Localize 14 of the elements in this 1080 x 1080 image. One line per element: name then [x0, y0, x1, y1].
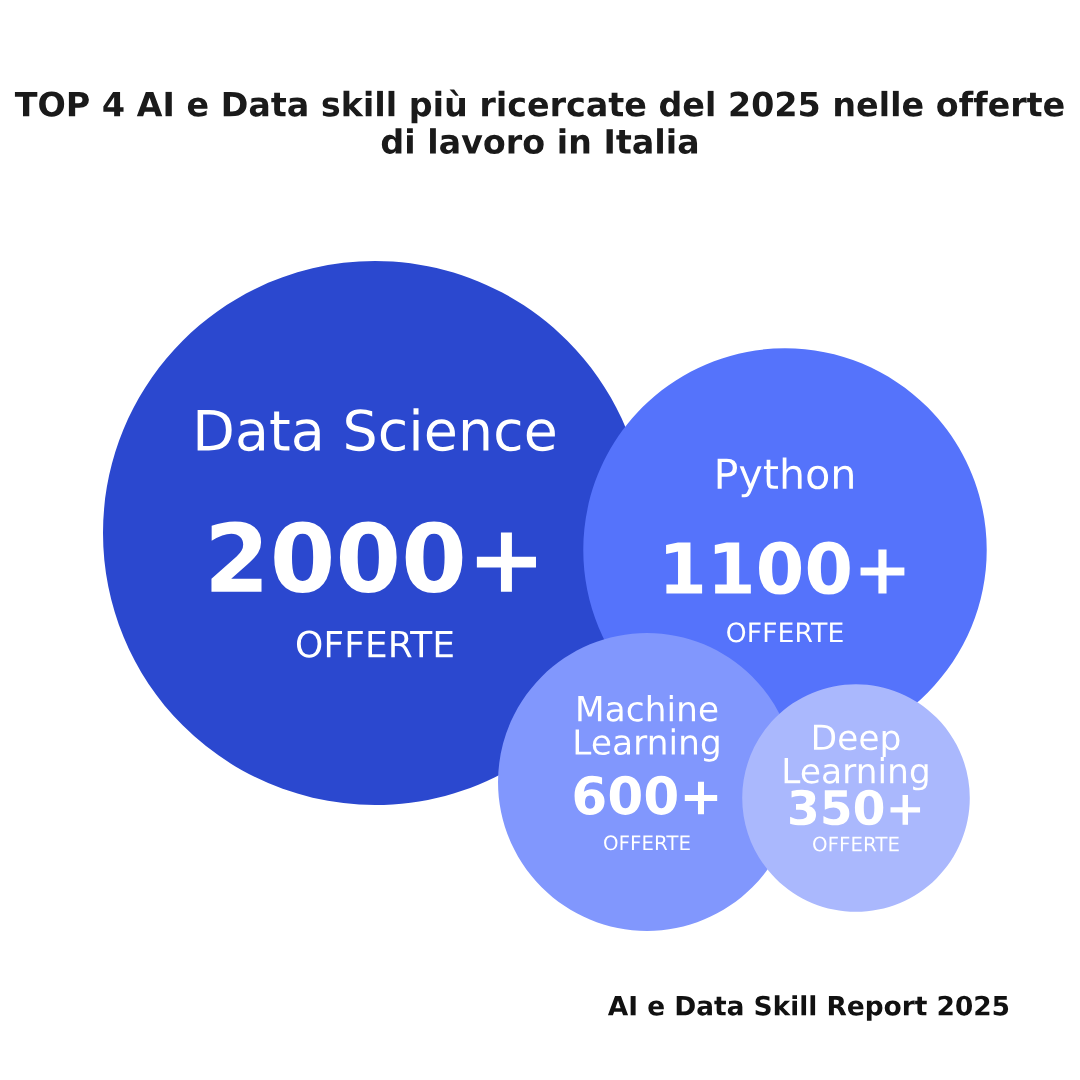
category-label: Python — [717, 457, 853, 498]
data-label: 1100+ — [666, 541, 905, 595]
category-label: Data Science — [197, 408, 555, 452]
data-label: 600+ — [574, 775, 718, 815]
category-label: Machine Learning — [575, 695, 719, 762]
data-label: 2000+ — [211, 521, 536, 594]
data-label: 350+ — [790, 789, 921, 826]
text: OFFERTE — [727, 622, 843, 643]
category-label: Deep Learning — [784, 724, 928, 791]
text: OFFERTE — [813, 836, 899, 852]
text: OFFERTE — [604, 835, 690, 851]
text: AI e Data Skill Report 2025 — [607, 995, 1009, 1021]
text: TOP 4 AI e Data skill più ricercate del 2025 nelle offerte di lavoro in Italia — [14, 89, 1064, 154]
text: OFFERTE — [296, 630, 453, 658]
